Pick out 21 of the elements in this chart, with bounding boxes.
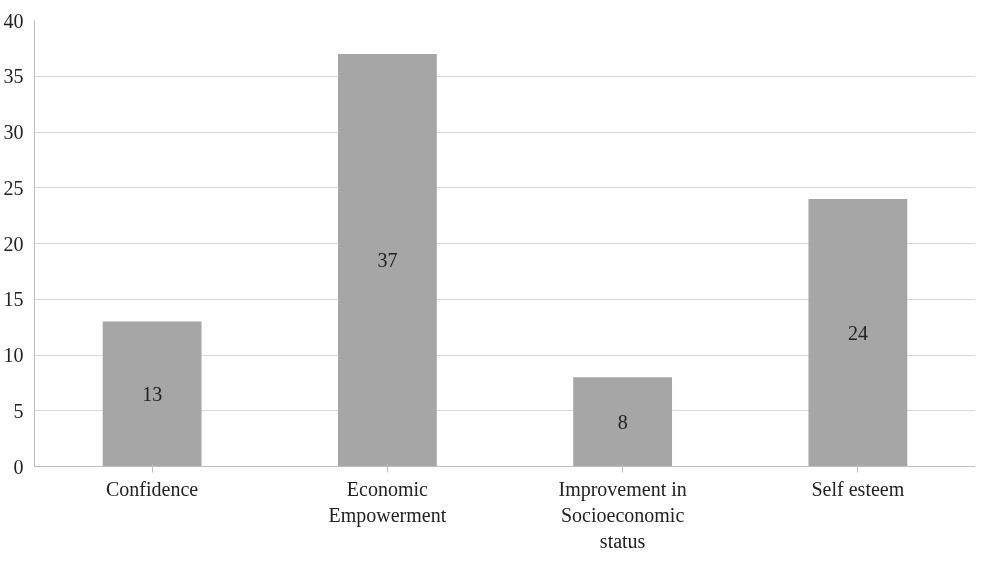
y-tick-label: 25 — [3, 176, 24, 199]
bar — [337, 53, 437, 467]
data-label: 37 — [377, 249, 398, 272]
y-tick-label: 5 — [13, 399, 24, 422]
x-tick-label: Confidence — [106, 477, 199, 500]
y-tick-label: 35 — [3, 65, 24, 88]
y-tick-label: 0 — [13, 455, 24, 478]
y-tick-label: 30 — [3, 121, 24, 143]
y-tick-label: 10 — [3, 344, 24, 366]
x-tick-label: Improvement in Socioeconomic status — [558, 477, 687, 553]
y-tick-label: 40 — [3, 9, 24, 32]
data-label: 13 — [142, 383, 163, 406]
x-tick-label: Economic Empowerment — [328, 477, 447, 527]
bar — [808, 198, 908, 467]
bar — [573, 377, 673, 467]
data-label: 24 — [847, 321, 868, 344]
bar — [102, 321, 202, 467]
data-label: 8 — [617, 410, 628, 433]
x-tick-label: Self esteem — [811, 477, 905, 500]
y-tick-label: 15 — [3, 288, 24, 311]
y-tick-label: 20 — [3, 232, 24, 255]
